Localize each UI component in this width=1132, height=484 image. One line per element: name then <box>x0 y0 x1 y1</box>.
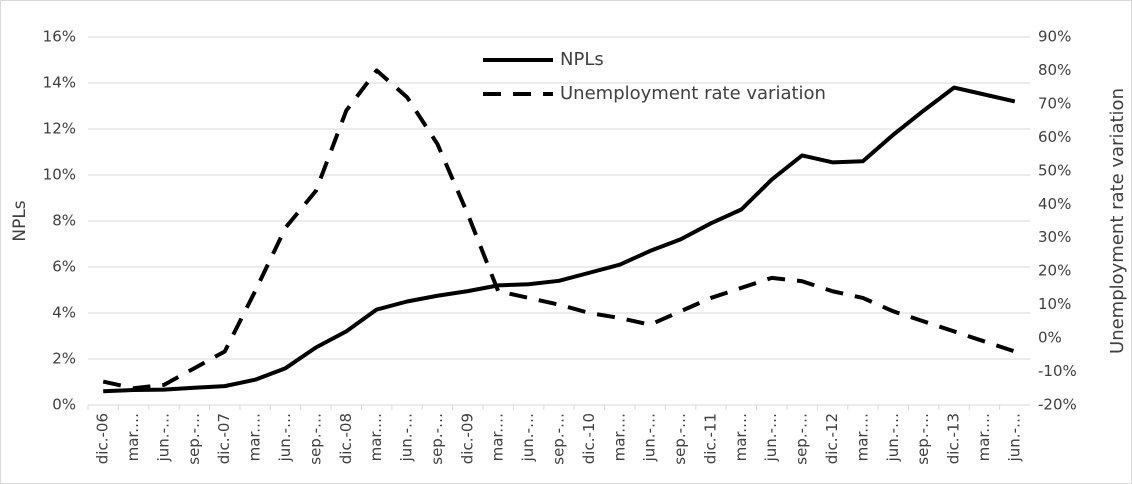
y-tick-label: 2% <box>52 350 76 368</box>
x-tick-label: dic.-13 <box>945 413 963 464</box>
y2-tick-label: -20% <box>1038 396 1077 414</box>
x-tick-label: dic.-07 <box>215 413 233 464</box>
y2-tick-label: 50% <box>1038 161 1071 179</box>
y2-tick-label: -10% <box>1038 362 1077 380</box>
y2-tick-label: 80% <box>1038 61 1071 79</box>
x-tick-label: dic.-11 <box>701 413 719 464</box>
x-tick-label: jun.-… <box>641 413 659 462</box>
x-tick-label: mar.… <box>732 413 750 461</box>
x-tick-label: dic.-09 <box>458 413 476 464</box>
x-tick-label: jun.-… <box>154 413 172 462</box>
y2-tick-label: 60% <box>1038 128 1071 146</box>
x-tick-label: mar.… <box>367 413 385 461</box>
y-tick-label: 8% <box>52 212 76 230</box>
y-tick-label: 6% <box>52 258 76 276</box>
y-tick-label: 12% <box>43 120 76 138</box>
y2-tick-label: 10% <box>1038 295 1071 313</box>
legend-label: Unemployment rate variation <box>560 83 826 104</box>
x-tick-label: jun.-… <box>884 413 902 462</box>
x-tick-label: jun.-… <box>1005 413 1023 462</box>
x-tick-label: mar.… <box>489 413 507 461</box>
x-tick-label: dic.-08 <box>337 413 355 464</box>
y2-tick-label: 70% <box>1038 94 1071 112</box>
x-tick-label: sep.-… <box>306 413 324 465</box>
x-tick-label: sep.-… <box>671 413 689 465</box>
line-series <box>102 68 1016 391</box>
x-tick-label: dic.-12 <box>823 413 841 464</box>
y-tick-label: 4% <box>52 304 76 322</box>
y2-axis-title: Unemployment rate variation <box>1107 88 1128 354</box>
x-tick-label: mar.… <box>246 413 264 461</box>
y-axis-title: NPLs <box>10 200 30 241</box>
line-series <box>103 85 1016 394</box>
y-tick-label: 14% <box>43 74 76 92</box>
legend-label: NPLs <box>560 49 604 70</box>
x-tick-label: mar.… <box>124 413 142 461</box>
y2-tick-label: 20% <box>1038 262 1071 280</box>
y-tick-label: 0% <box>52 396 76 414</box>
x-tick-label: dic.-06 <box>94 413 112 464</box>
x-tick-label: mar.… <box>975 413 993 461</box>
x-tick-label: jun.-… <box>519 413 537 462</box>
x-tick-label: sep.-… <box>185 413 203 465</box>
x-tick-label: jun.-… <box>762 413 780 462</box>
y2-tick-label: 30% <box>1038 228 1071 246</box>
y2-tick-label: 0% <box>1038 329 1062 347</box>
x-tick-label: sep.-… <box>793 413 811 465</box>
y-tick-label: 16% <box>43 28 76 46</box>
x-tick-label: sep.-… <box>550 413 568 465</box>
x-tick-label: jun.-… <box>398 413 416 462</box>
y2-tick-label: 40% <box>1038 195 1071 213</box>
y2-tick-label: 90% <box>1038 28 1071 46</box>
x-tick-label: sep.-… <box>914 413 932 465</box>
x-tick-label: mar.… <box>853 413 871 461</box>
x-tick-label: mar.… <box>610 413 628 461</box>
x-tick-label: dic.-10 <box>580 413 598 464</box>
x-tick-label: sep.-… <box>428 413 446 465</box>
x-tick-label: jun.-… <box>276 413 294 462</box>
y-tick-label: 10% <box>43 166 76 184</box>
